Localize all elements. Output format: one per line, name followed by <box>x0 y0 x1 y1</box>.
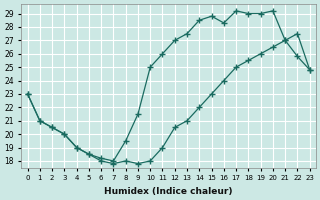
X-axis label: Humidex (Indice chaleur): Humidex (Indice chaleur) <box>104 187 233 196</box>
